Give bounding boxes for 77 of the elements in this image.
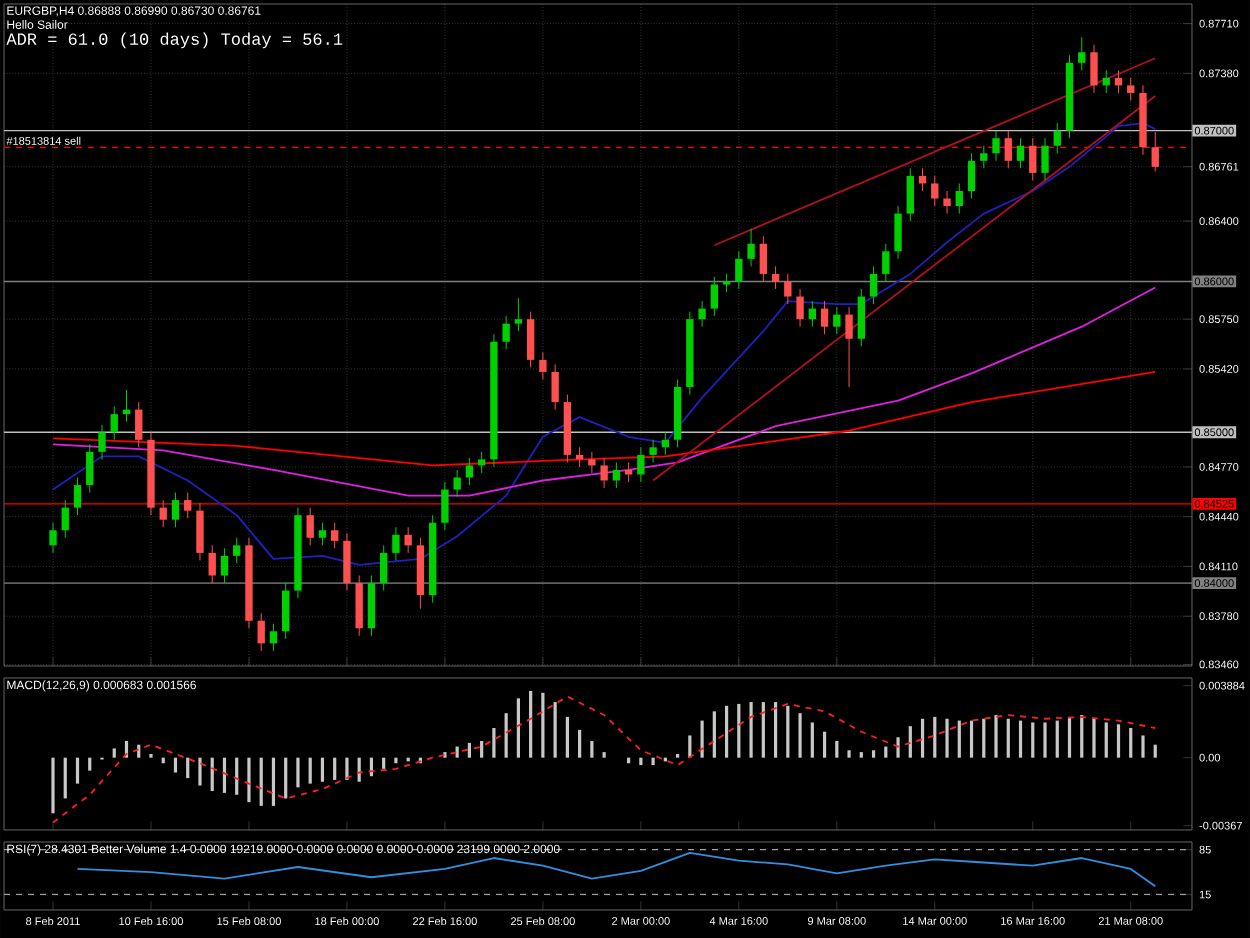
candlestick	[49, 522, 57, 554]
candlestick	[220, 547, 229, 584]
candlestick	[343, 532, 351, 592]
candlestick	[722, 273, 731, 293]
candlestick	[980, 145, 988, 169]
candlestick	[820, 300, 829, 335]
candlestick	[380, 544, 388, 592]
candlestick	[931, 175, 939, 207]
candlestick	[86, 443, 94, 494]
candlestick	[233, 537, 241, 564]
candlestick	[306, 507, 314, 546]
candlestick	[61, 499, 69, 539]
candlestick	[882, 243, 890, 282]
candlestick	[943, 190, 951, 215]
candlestick	[808, 300, 816, 328]
candlestick	[1078, 36, 1086, 71]
candlestick	[477, 451, 486, 474]
candlestick	[759, 235, 767, 282]
line-series	[52, 286, 1157, 497]
candlestick	[869, 265, 878, 305]
candlestick	[110, 406, 118, 441]
candlestick	[637, 446, 645, 483]
candlestick	[404, 526, 412, 554]
candlestick	[1127, 77, 1135, 101]
candlestick	[612, 461, 621, 489]
candlestick	[845, 306, 853, 388]
candlestick	[441, 481, 449, 531]
candlestick	[992, 130, 1000, 162]
candlestick	[894, 205, 902, 260]
candlestick	[453, 469, 461, 498]
candlestick	[392, 526, 400, 561]
candlestick	[367, 575, 376, 637]
candlestick	[257, 612, 265, 652]
line-series	[76, 851, 1157, 888]
candlestick	[171, 492, 180, 528]
candlestick	[551, 363, 559, 411]
line-series	[52, 695, 1157, 824]
candlestick	[282, 582, 290, 640]
annotation: ADR = 61.0 (10 days) Today = 56.1	[6, 32, 343, 49]
candlestick	[967, 152, 976, 200]
candlestick	[906, 167, 914, 222]
candlestick	[784, 273, 792, 305]
candlestick	[526, 311, 535, 368]
candlestick	[1029, 137, 1037, 181]
candlestick	[208, 544, 216, 584]
candlestick	[1016, 137, 1025, 169]
candlestick	[1053, 122, 1061, 154]
candlestick	[1004, 130, 1012, 169]
candlestick	[196, 502, 204, 561]
candlestick	[735, 250, 743, 290]
candlestick	[184, 492, 192, 519]
candlestick	[649, 439, 657, 463]
candlestick	[698, 300, 706, 328]
candlestick	[1151, 131, 1159, 172]
candlestick	[600, 457, 608, 489]
candlestick	[73, 476, 82, 516]
candlestick	[539, 351, 547, 380]
candlestick	[857, 288, 865, 347]
line-series	[52, 371, 1157, 467]
candlestick	[98, 424, 106, 460]
candlestick	[588, 451, 596, 474]
candlestick	[833, 306, 841, 335]
candlestick	[747, 228, 755, 267]
candlestick	[355, 575, 363, 637]
candlestick	[955, 182, 963, 215]
candlestick	[318, 522, 327, 546]
candlestick	[796, 288, 804, 328]
candlestick	[502, 315, 510, 350]
candlestick	[1041, 137, 1049, 181]
candlestick	[331, 522, 339, 549]
candlestick	[514, 297, 523, 332]
candlestick	[710, 276, 719, 317]
candlestick	[465, 457, 474, 486]
candlestick	[269, 623, 278, 652]
candlestick	[1090, 44, 1098, 94]
candlestick	[135, 401, 143, 448]
candlestick	[159, 499, 167, 528]
